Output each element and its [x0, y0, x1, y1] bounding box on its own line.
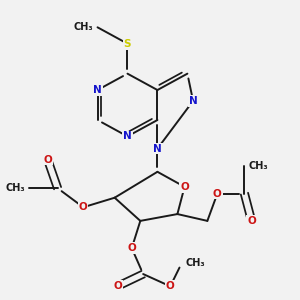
Text: O: O — [180, 182, 189, 192]
Text: N: N — [153, 144, 162, 154]
Text: CH₃: CH₃ — [74, 22, 93, 32]
Text: N: N — [93, 85, 102, 95]
Text: O: O — [79, 202, 88, 212]
Text: O: O — [166, 281, 175, 291]
Text: O: O — [213, 189, 222, 199]
Text: CH₃: CH₃ — [249, 161, 268, 171]
Text: O: O — [113, 281, 122, 291]
Text: CH₃: CH₃ — [186, 258, 206, 268]
Text: O: O — [247, 216, 256, 226]
Text: O: O — [43, 154, 52, 164]
Text: N: N — [123, 131, 132, 141]
Text: S: S — [124, 39, 131, 49]
Text: N: N — [189, 96, 197, 106]
Text: O: O — [128, 243, 136, 253]
Text: CH₃: CH₃ — [5, 183, 25, 193]
